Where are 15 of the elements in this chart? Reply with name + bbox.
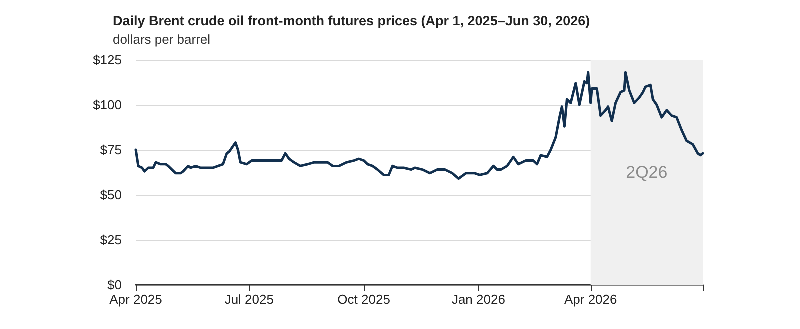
x-tick-label: Oct 2025 xyxy=(338,292,390,307)
y-tick-label: $25 xyxy=(100,232,122,248)
line-series xyxy=(134,71,704,180)
x-tick-label: Apr 2025 xyxy=(110,292,162,307)
x-tick-label: Apr 2026 xyxy=(564,292,618,307)
band-label: 2Q26 xyxy=(626,163,668,182)
y-tick-label: $100 xyxy=(93,98,122,112)
chart-title: Daily Brent crude oil front-month futures prices (Apr 1, 2025–Jun 30, 2026) xyxy=(113,14,590,28)
x-tick-label: Jul 2025 xyxy=(224,292,274,307)
chart-subtitle: dollars per barrel xyxy=(113,32,211,47)
x-tick-label: Jan 2026 xyxy=(452,292,506,307)
y-tick-label: $0 xyxy=(108,278,122,292)
y-tick-label: $125 xyxy=(93,52,122,68)
y-tick-label: $50 xyxy=(100,188,122,202)
y-tick-label: $75 xyxy=(100,142,122,158)
